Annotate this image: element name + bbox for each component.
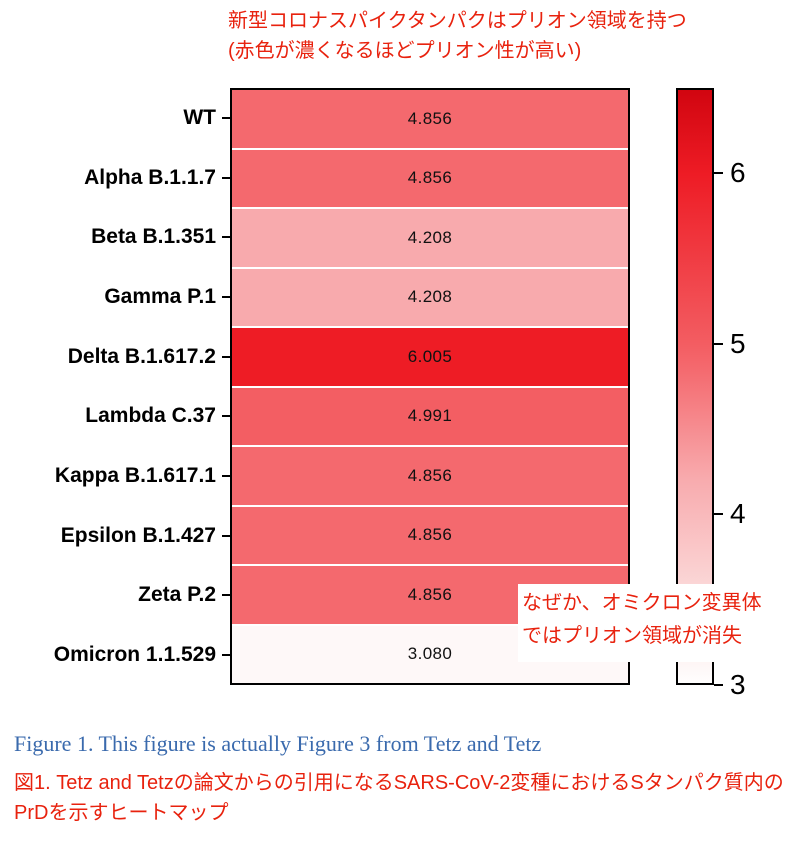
- row-label: Gamma P.1: [104, 285, 230, 309]
- axis-tick: [222, 355, 230, 358]
- row-label: Epsilon B.1.427: [61, 524, 230, 548]
- cell-value: 4.856: [407, 168, 453, 188]
- row-label-text: Omicron 1.1.529: [53, 643, 216, 667]
- omicron-note: なぜか、オミクロン変異体 ではプリオン領域が消失: [518, 584, 800, 662]
- heatmap-row: 6.005: [232, 326, 628, 386]
- row-label: Zeta P.2: [138, 583, 230, 607]
- title-annotation-line2: (赤色が濃くなるほどプリオン性が高い): [228, 40, 582, 62]
- omicron-note-line2: ではプリオン領域が消失: [522, 625, 742, 647]
- row-label-text: Epsilon B.1.427: [60, 523, 216, 547]
- heatmap-row: 4.208: [232, 266, 628, 326]
- row-label-text: Delta B.1.617.2: [67, 344, 216, 368]
- heatmap-row: 4.856: [232, 147, 628, 207]
- row-label: Delta B.1.617.2: [68, 345, 230, 369]
- heatmap-row: 4.856: [232, 90, 628, 148]
- row-label: Alpha B.1.1.7: [84, 166, 230, 190]
- axis-tick: [222, 534, 230, 537]
- axis-tick: [222, 475, 230, 478]
- omicron-note-line1: なぜか、オミクロン変異体: [522, 592, 762, 614]
- axis-tick: [222, 236, 230, 239]
- colorbar-tick: [714, 172, 723, 175]
- colorbar-tick: [714, 342, 723, 345]
- row-label-text: Zeta P.2: [138, 583, 216, 607]
- colorbar-tick-label: 4: [730, 498, 746, 530]
- cell-value: 6.005: [407, 346, 453, 366]
- row-label: Lambda C.37: [85, 404, 230, 428]
- title-annotation-line1: 新型コロナスパイクタンパクはプリオン領域を持つ: [228, 10, 687, 32]
- colorbar-tick-label: 5: [730, 327, 746, 359]
- axis-tick: [222, 295, 230, 298]
- row-label-axis: WT Alpha B.1.1.7 Beta B.1.351 Gamma P.1 Delt…: [0, 88, 230, 685]
- row-label: WT: [183, 106, 230, 130]
- heatmap-row: 4.856: [232, 504, 628, 564]
- row-label-text: WT: [183, 105, 216, 129]
- cell-value: 4.856: [407, 108, 453, 128]
- cell-value: 4.208: [407, 287, 453, 307]
- heatmap-row: 4.856: [232, 445, 628, 505]
- axis-tick: [222, 594, 230, 597]
- cell-value: 4.856: [407, 525, 453, 545]
- row-label-text: Lambda C.37: [85, 404, 216, 428]
- caption-japanese: 図1. Tetz and Tetzの論文からの引用になるSARS-CoV-2変種…: [14, 772, 784, 824]
- cell-value: 4.991: [407, 406, 453, 426]
- colorbar-tick: [714, 684, 723, 686]
- row-label-text: Kappa B.1.617.1: [54, 464, 216, 488]
- axis-tick: [222, 176, 230, 179]
- row-label-text: Gamma P.1: [104, 284, 216, 308]
- caption-english: Figure 1. This figure is actually Figure…: [14, 731, 542, 756]
- axis-tick: [222, 116, 230, 119]
- row-label: Beta B.1.351: [91, 225, 230, 249]
- heatmap-row: 4.208: [232, 207, 628, 267]
- cell-value: 3.080: [407, 644, 453, 664]
- colorbar-tick: [714, 513, 723, 516]
- colorbar-tick-label: 6: [730, 157, 746, 189]
- axis-tick: [222, 654, 230, 657]
- heatmap-row: 4.991: [232, 385, 628, 445]
- axis-tick: [222, 415, 230, 418]
- colorbar-tick-label: 3: [730, 669, 746, 700]
- cell-value: 4.856: [407, 465, 453, 485]
- cell-value: 4.856: [407, 584, 453, 604]
- row-label-text: Alpha B.1.1.7: [84, 165, 216, 189]
- title-annotation: 新型コロナスパイクタンパクはプリオン領域を持つ (赤色が濃くなるほどプリオン性が…: [228, 6, 687, 66]
- row-label-text: Beta B.1.351: [91, 225, 216, 249]
- row-label: Kappa B.1.617.1: [55, 464, 230, 488]
- cell-value: 4.208: [407, 227, 453, 247]
- row-label: Omicron 1.1.529: [54, 643, 230, 667]
